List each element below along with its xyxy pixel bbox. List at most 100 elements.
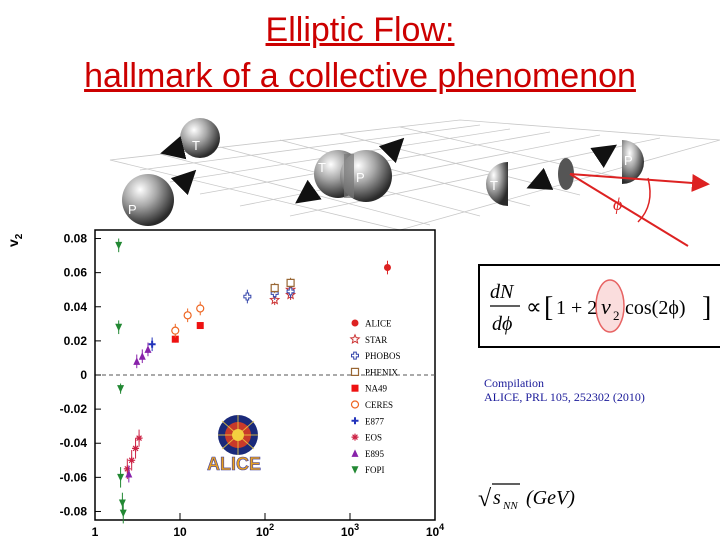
data-point xyxy=(243,292,252,301)
nucleus-p-before xyxy=(122,174,174,226)
v2-chart: 0.08 0.06 0.04 0.02 0 -0.02 -0.04 -0.06 -0.08 1 10… xyxy=(5,229,444,539)
data-point xyxy=(351,466,359,474)
data-point xyxy=(144,345,152,353)
nucleus-label: T xyxy=(192,138,200,153)
y-tick-label: 0 xyxy=(80,368,87,382)
nucleus-label: T xyxy=(318,160,326,175)
series-alice xyxy=(383,260,391,275)
y-tick-label: 0.08 xyxy=(64,232,88,246)
formula-one-plus: 1 + 2 xyxy=(556,297,597,319)
data-point xyxy=(286,287,295,296)
legend-label: ALICE xyxy=(365,319,392,329)
data-point xyxy=(132,444,140,452)
formula-v: v xyxy=(601,294,611,319)
y-tick-label: 0.02 xyxy=(64,334,88,348)
legend-label: E895 xyxy=(365,449,384,459)
data-point xyxy=(351,319,359,327)
legend-label: PHOBOS xyxy=(365,351,401,361)
data-point xyxy=(351,351,359,360)
series-phenix xyxy=(270,277,295,294)
formula-v-sub: 2 xyxy=(613,308,620,323)
nucleus-t-before xyxy=(180,118,220,158)
data-point xyxy=(117,473,125,482)
data-point xyxy=(171,326,180,335)
y-tick-label: -0.02 xyxy=(60,402,88,416)
chart-legend: ALICE STAR PHOBOS PHENIX NA49 CERES E877 EOS E89… xyxy=(349,319,401,475)
slide-title-line-2: hallmark of a collective phenomenon xyxy=(84,57,636,95)
note-line-2: ALICE, PRL 105, 252302 (2010) xyxy=(484,390,645,404)
data-point xyxy=(171,335,179,343)
legend-label: E877 xyxy=(365,416,384,426)
data-point xyxy=(350,367,360,376)
formula-dphi: dϕ xyxy=(492,313,512,335)
compilation-note: Compilation ALICE, PRL 105, 252302 (2010… xyxy=(484,376,645,404)
data-point xyxy=(383,264,391,272)
data-point xyxy=(351,417,359,425)
data-point xyxy=(270,283,279,293)
x-label-sqrt: √ xyxy=(478,486,492,512)
data-point xyxy=(123,465,131,473)
y-tick-label: -0.06 xyxy=(60,470,88,484)
data-point xyxy=(351,449,359,457)
x-label-s: s xyxy=(493,487,501,509)
nucleus-label: P xyxy=(356,170,365,185)
data-point xyxy=(115,323,123,332)
svg-text:]: ] xyxy=(702,292,711,323)
nucleus-label: T xyxy=(490,178,498,193)
legend-label: CERES xyxy=(365,400,393,410)
alice-logo: ALICE xyxy=(207,415,261,474)
legend-label: EOS xyxy=(365,433,382,443)
data-point xyxy=(196,322,204,330)
series-fopi xyxy=(115,238,127,524)
x-tick-label: 104 xyxy=(426,522,444,539)
collision-illustration: T P T P T P ϕ xyxy=(109,118,720,247)
series-e895 xyxy=(125,342,152,483)
formula-cos: cos(2ϕ) xyxy=(625,297,686,319)
data-point xyxy=(349,333,361,344)
nucleus-label: P xyxy=(624,153,633,168)
alice-logo-text: ALICE xyxy=(207,454,261,474)
formula-dN: dN xyxy=(490,281,515,303)
data-point xyxy=(148,340,156,348)
slide-title-line-1: Elliptic Flow: xyxy=(265,11,455,49)
spectator-p xyxy=(622,140,644,184)
participant-zone xyxy=(558,158,574,190)
x-label-unit: (GeV) xyxy=(526,487,575,509)
nucleus-label: P xyxy=(128,202,137,217)
legend-label: NA49 xyxy=(365,384,387,394)
y-tick-label: 0.04 xyxy=(64,300,88,314)
y-tick-label: 0.06 xyxy=(64,266,88,280)
x-tick-label: 102 xyxy=(256,522,274,539)
reaction-plane-arrow xyxy=(569,173,710,192)
data-point xyxy=(125,469,133,478)
spectator-t xyxy=(486,162,508,206)
legend-label: PHENIX xyxy=(365,367,398,377)
x-label-sub: NN xyxy=(502,500,518,512)
v2-formula: dN dϕ ∝ [ 1 + 2 v 2 cos(2ϕ) ] xyxy=(478,264,720,348)
y-tick-label: -0.04 xyxy=(60,436,88,450)
data-point xyxy=(133,357,141,365)
y-tick-label: -0.08 xyxy=(60,504,88,518)
data-point xyxy=(128,456,136,464)
particle-direction-line xyxy=(569,173,689,247)
x-tick-label: 10 xyxy=(173,525,187,539)
data-point xyxy=(117,385,125,393)
phi-angle-label: ϕ xyxy=(613,194,622,214)
legend-label: STAR xyxy=(365,335,387,345)
series-e877 xyxy=(148,337,156,352)
data-point xyxy=(183,311,192,320)
data-point xyxy=(286,278,295,287)
data-series xyxy=(115,238,391,524)
svg-text:[: [ xyxy=(544,292,553,323)
note-line-1: Compilation xyxy=(484,376,544,390)
data-point xyxy=(115,241,123,250)
x-tick-label: 1 xyxy=(92,525,99,539)
data-point xyxy=(351,433,359,441)
data-point xyxy=(118,499,126,507)
data-point xyxy=(351,384,359,392)
v2-highlight xyxy=(595,279,625,333)
data-point xyxy=(350,400,360,409)
y-axis-label: v2 xyxy=(5,233,25,247)
formula-proportional: ∝ xyxy=(526,294,542,319)
data-point xyxy=(138,352,146,360)
